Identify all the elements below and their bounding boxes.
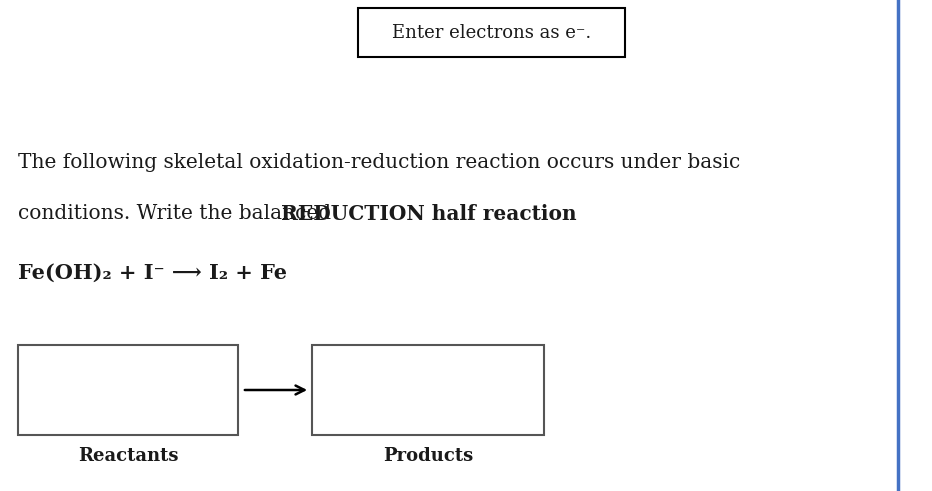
Text: Reactants: Reactants — [77, 447, 178, 465]
Text: Fe(OH)₂ + I⁻ ⟶ I₂ + Fe: Fe(OH)₂ + I⁻ ⟶ I₂ + Fe — [18, 263, 287, 283]
Bar — [18, 345, 238, 435]
Text: conditions. Write the balanced: conditions. Write the balanced — [18, 204, 337, 223]
Text: .: . — [499, 204, 505, 223]
Text: Enter electrons as e⁻.: Enter electrons as e⁻. — [391, 24, 591, 42]
Bar — [312, 345, 544, 435]
Text: The following skeletal oxidation-reduction reaction occurs under basic: The following skeletal oxidation-reducti… — [18, 153, 740, 172]
Bar — [358, 8, 625, 57]
Text: Products: Products — [383, 447, 473, 465]
Text: REDUCTION half reaction: REDUCTION half reaction — [281, 204, 577, 224]
